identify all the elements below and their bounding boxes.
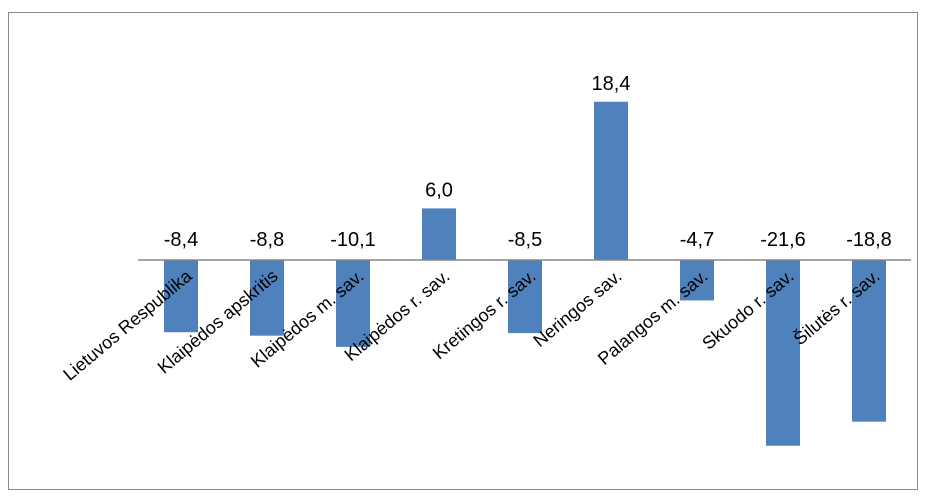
value-label-6: -4,7 — [680, 229, 714, 251]
bar-0 — [164, 260, 198, 333]
bars-group — [164, 101, 886, 446]
value-label-0: -8,4 — [164, 229, 198, 251]
bar-8 — [852, 260, 886, 422]
bar-6 — [680, 260, 714, 301]
value-label-2: -10,1 — [330, 229, 376, 251]
value-label-1: -8,8 — [250, 229, 284, 251]
value-label-5: 18,4 — [592, 73, 631, 95]
value-label-7: -21,6 — [760, 229, 806, 251]
bar-4 — [508, 260, 542, 334]
value-label-3: 6,0 — [425, 179, 453, 201]
value-label-8: -18,8 — [846, 229, 892, 251]
bar-5 — [594, 101, 628, 260]
bar-2 — [336, 260, 370, 347]
bar-1 — [250, 260, 284, 336]
value-labels-group: -8,4 -8,8 -10,1 6,0 -8,5 18,4 -4,7 -21,6 -18,8 — [164, 73, 892, 251]
bar-3 — [422, 208, 456, 260]
value-label-4: -8,5 — [508, 229, 542, 251]
bar-7 — [766, 260, 800, 446]
